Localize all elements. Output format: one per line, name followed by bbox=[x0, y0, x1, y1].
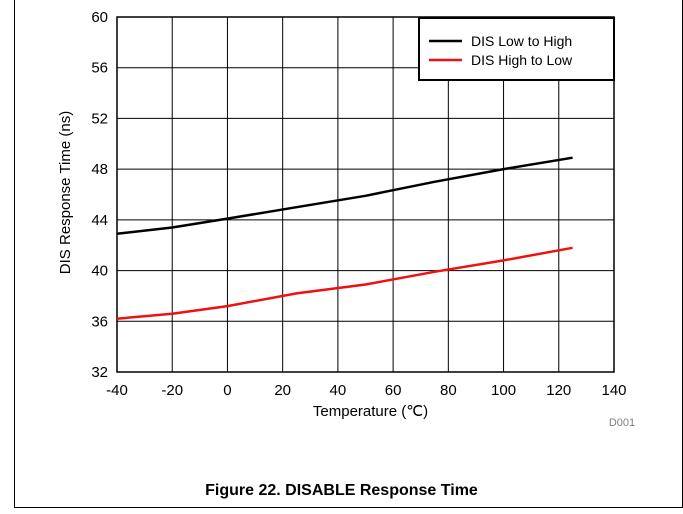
y-tick-label: 48 bbox=[91, 161, 108, 178]
y-tick-label: 40 bbox=[91, 263, 108, 280]
legend-label: DIS High to Low bbox=[471, 52, 573, 68]
y-tick-label: 56 bbox=[91, 60, 108, 77]
x-tick-label: 140 bbox=[601, 382, 626, 399]
y-tick-label: 32 bbox=[91, 364, 108, 381]
y-tick-label: 44 bbox=[91, 212, 108, 229]
series-line bbox=[116, 246, 573, 320]
legend-label: DIS Low to High bbox=[471, 33, 572, 49]
y-tick-label: 60 bbox=[91, 9, 108, 26]
chart: -40 -20 0 20 40 60 80 100 120 140 32 36 40 44 48 52 56 60… bbox=[57, 9, 635, 429]
y-axis-title: DIS Response Time (ns) bbox=[57, 111, 74, 274]
plot-area bbox=[116, 16, 615, 373]
y-tick-label: 36 bbox=[91, 313, 108, 330]
tick-labels: -40 -20 0 20 40 60 80 100 120 140 32 36 40 44 48 52 56 60 bbox=[91, 9, 626, 399]
series-line bbox=[116, 156, 573, 236]
x-tick-label: 0 bbox=[223, 382, 231, 399]
x-tick-label: -40 bbox=[106, 382, 128, 399]
x-tick-label: 60 bbox=[385, 382, 402, 399]
y-tick-label: 52 bbox=[91, 110, 108, 127]
x-tick-label: 20 bbox=[274, 382, 291, 399]
x-tick-label: 120 bbox=[546, 382, 571, 399]
figure-code: D001 bbox=[609, 417, 635, 429]
x-tick-label: 40 bbox=[330, 382, 347, 399]
legend-box bbox=[418, 17, 615, 81]
figure-caption: Figure 22. DISABLE Response Time bbox=[205, 482, 478, 499]
x-tick-label: -20 bbox=[161, 382, 183, 399]
x-axis-title: Temperature (℃) bbox=[313, 403, 428, 420]
x-tick-label: 80 bbox=[440, 382, 457, 399]
legend: DIS Low to High DIS High to Low bbox=[418, 17, 615, 81]
x-tick-label: 100 bbox=[491, 382, 516, 399]
series-layer bbox=[116, 156, 573, 320]
